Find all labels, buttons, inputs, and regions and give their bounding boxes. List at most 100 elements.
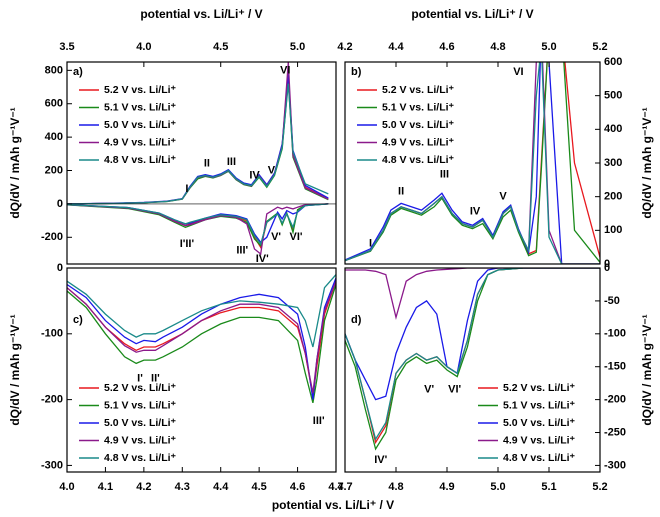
- x-tick-label: 5.1: [541, 481, 556, 493]
- axes-frame: [344, 61, 601, 265]
- annotation: II: [398, 186, 404, 198]
- annotation: IV': [374, 454, 387, 466]
- series-line: [345, 268, 600, 441]
- annotation: II': [151, 372, 160, 384]
- x-tick-label: 4.0: [59, 481, 74, 493]
- x-tick-label: 4.2: [136, 481, 151, 493]
- series-line: [67, 203, 329, 246]
- annotation: IV: [249, 169, 260, 181]
- legend-label: 4.8 V vs. Li/Li⁺: [104, 154, 177, 166]
- legend-label: 5.0 V vs. Li/Li⁺: [104, 119, 177, 131]
- x-tick-label: 4.5: [251, 481, 266, 493]
- legend-label: 5.1 V vs. Li/Li⁺: [503, 399, 576, 411]
- series-line: [67, 203, 329, 256]
- legend-label: 5.2 V vs. Li/Li⁺: [382, 84, 455, 96]
- axes-frame: [344, 267, 601, 473]
- y-tick-label: -200: [41, 394, 63, 406]
- series-line: [67, 277, 336, 400]
- x-tick-label: 4.1: [98, 481, 113, 493]
- annotation: III: [227, 156, 236, 168]
- annotation: III': [236, 245, 248, 257]
- x-tick-label: 3.5: [59, 41, 74, 53]
- y-axis-title: dQ/dV / mAh g⁻¹V⁻¹: [640, 314, 654, 425]
- series-line: [67, 83, 329, 205]
- x-axis-title: potential vs. Li/Li⁺ / V: [140, 7, 262, 21]
- x-tick-label: 4.8: [490, 41, 505, 53]
- annotation: V': [424, 384, 434, 396]
- annotation: III': [313, 415, 325, 427]
- annotation: VI: [280, 64, 290, 76]
- legend-label: 5.1 V vs. Li/Li⁺: [382, 101, 455, 113]
- y-tick-label: 600: [604, 56, 622, 68]
- series-line: [67, 203, 329, 247]
- x-tick-label: 4.4: [213, 481, 229, 493]
- y-tick-label: -300: [41, 459, 63, 471]
- x-tick-label: 4.8: [388, 481, 403, 493]
- x-tick-label: 4.9: [439, 481, 454, 493]
- x-tick-label: 4.3: [175, 481, 190, 493]
- annotation: I: [369, 238, 372, 250]
- y-axis-title: dQ/dV / mAh g⁻¹V⁻¹: [8, 314, 22, 425]
- y-tick-label: 200: [45, 164, 63, 176]
- legend-label: 4.8 V vs. Li/Li⁺: [503, 452, 576, 464]
- y-tick-label: -200: [604, 394, 626, 406]
- annotation: III: [440, 169, 449, 181]
- legend-label: 4.9 V vs. Li/Li⁺: [503, 434, 576, 446]
- panel-label: a): [73, 66, 83, 78]
- series-line: [345, 62, 600, 263]
- x-tick-label: 5.2: [592, 481, 607, 493]
- x-axis-title: potential vs. Li/Li⁺ / V: [272, 498, 394, 512]
- x-tick-label: 4.6: [290, 481, 305, 493]
- x-tick-label: 4.4: [388, 41, 404, 53]
- annotation: VI': [448, 384, 461, 396]
- panel-label: c): [73, 314, 83, 326]
- legend-label: 5.2 V vs. Li/Li⁺: [503, 382, 576, 394]
- y-tick-label: 300: [604, 157, 622, 169]
- legend-label: 4.9 V vs. Li/Li⁺: [104, 434, 177, 446]
- series-line: [345, 268, 600, 401]
- x-tick-label: 4.7: [328, 481, 343, 493]
- annotation: II: [204, 158, 210, 170]
- x-tick-label: 5.0: [490, 481, 505, 493]
- plot-area: [345, 268, 600, 451]
- y-tick-label: 800: [45, 64, 63, 76]
- y-tick-label: -100: [41, 328, 63, 340]
- series-line: [67, 280, 336, 394]
- y-tick-label: -150: [604, 361, 626, 373]
- y-tick-label: 0: [604, 258, 610, 270]
- y-tick-label: -200: [41, 231, 63, 243]
- axes-frame: [66, 267, 337, 473]
- y-tick-label: 500: [604, 90, 622, 102]
- annotation: V: [499, 191, 507, 203]
- legend-label: 5.0 V vs. Li/Li⁺: [503, 417, 576, 429]
- x-tick-label: 4.0: [136, 41, 151, 53]
- x-tick-label: 4.5: [213, 41, 228, 53]
- y-tick-label: 0: [57, 198, 63, 210]
- annotation: IV': [256, 253, 269, 265]
- y-tick-label: -300: [604, 459, 626, 471]
- legend-label: 5.1 V vs. Li/Li⁺: [104, 399, 177, 411]
- legend-label: 4.8 V vs. Li/Li⁺: [382, 154, 455, 166]
- y-tick-label: 0: [57, 262, 63, 274]
- series-line: [67, 274, 336, 348]
- legend-label: 5.0 V vs. Li/Li⁺: [382, 119, 455, 131]
- panel-label: b): [351, 66, 362, 78]
- plot-area: [345, 62, 600, 264]
- series-line: [67, 284, 336, 404]
- y-axis-title: dQ/dV / mAh g⁻¹V⁻¹: [640, 107, 654, 218]
- y-tick-label: 400: [604, 123, 622, 135]
- legend-label: 5.0 V vs. Li/Li⁺: [104, 417, 177, 429]
- y-tick-label: 100: [604, 224, 622, 236]
- plot-area: [67, 62, 336, 256]
- annotation: VI': [290, 231, 303, 243]
- x-tick-label: 4.6: [439, 41, 454, 53]
- x-tick-label: 4.7: [337, 481, 352, 493]
- y-tick-label: -100: [604, 328, 626, 340]
- legend-label: 5.2 V vs. Li/Li⁺: [104, 382, 177, 394]
- legend-label: 5.1 V vs. Li/Li⁺: [104, 101, 177, 113]
- annotation: V: [268, 164, 276, 176]
- plot-area: [67, 274, 336, 404]
- y-tick-label: 200: [604, 191, 622, 203]
